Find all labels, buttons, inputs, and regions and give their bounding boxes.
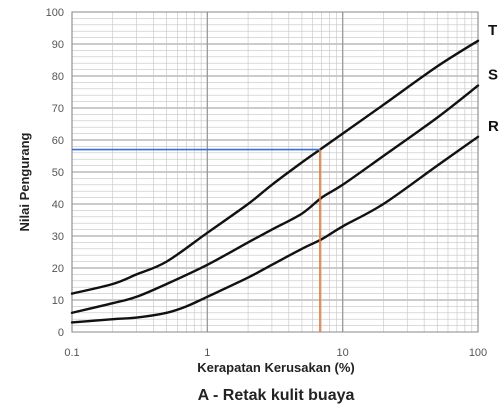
y-tick-label: 60: [52, 135, 64, 147]
series-curves: [70, 39, 480, 324]
x-tick-label: 100: [469, 347, 487, 359]
tick-labels: 0 10 20 30 40 50 60 70 80 90 100 0.1 1 10 100: [46, 7, 488, 359]
series-line-s: [70, 84, 480, 314]
series-line-r: [70, 135, 480, 324]
series-label-s: S: [488, 67, 498, 84]
y-tick-label: 20: [52, 263, 64, 275]
reading-lines: [72, 148, 321, 332]
y-tick-label: 40: [52, 199, 64, 211]
x-axis-label: Kerapatan Kerusakan (%): [197, 360, 355, 375]
x-tick-label: 1: [204, 347, 210, 359]
y-tick-label: 100: [46, 7, 64, 19]
series-label-r: R: [488, 118, 499, 135]
y-tick-label: 0: [58, 327, 64, 339]
y-tick-label: 90: [52, 39, 64, 51]
chart-title: A - Retak kulit buaya: [198, 387, 355, 404]
y-tick-label: 80: [52, 71, 64, 83]
y-tick-label: 30: [52, 231, 64, 243]
x-tick-label: 10: [337, 347, 349, 359]
y-tick-label: 70: [52, 103, 64, 115]
series-label-t: T: [488, 22, 497, 39]
y-axis-label: Nilai Pengurang: [17, 132, 32, 231]
plot-frame: [71, 11, 479, 333]
y-tick-label: 50: [52, 167, 64, 179]
x-tick-label: 0.1: [64, 347, 79, 359]
series-line-t: [70, 39, 480, 295]
series-labels: T S R: [488, 22, 499, 135]
y-tick-label: 10: [52, 295, 64, 307]
